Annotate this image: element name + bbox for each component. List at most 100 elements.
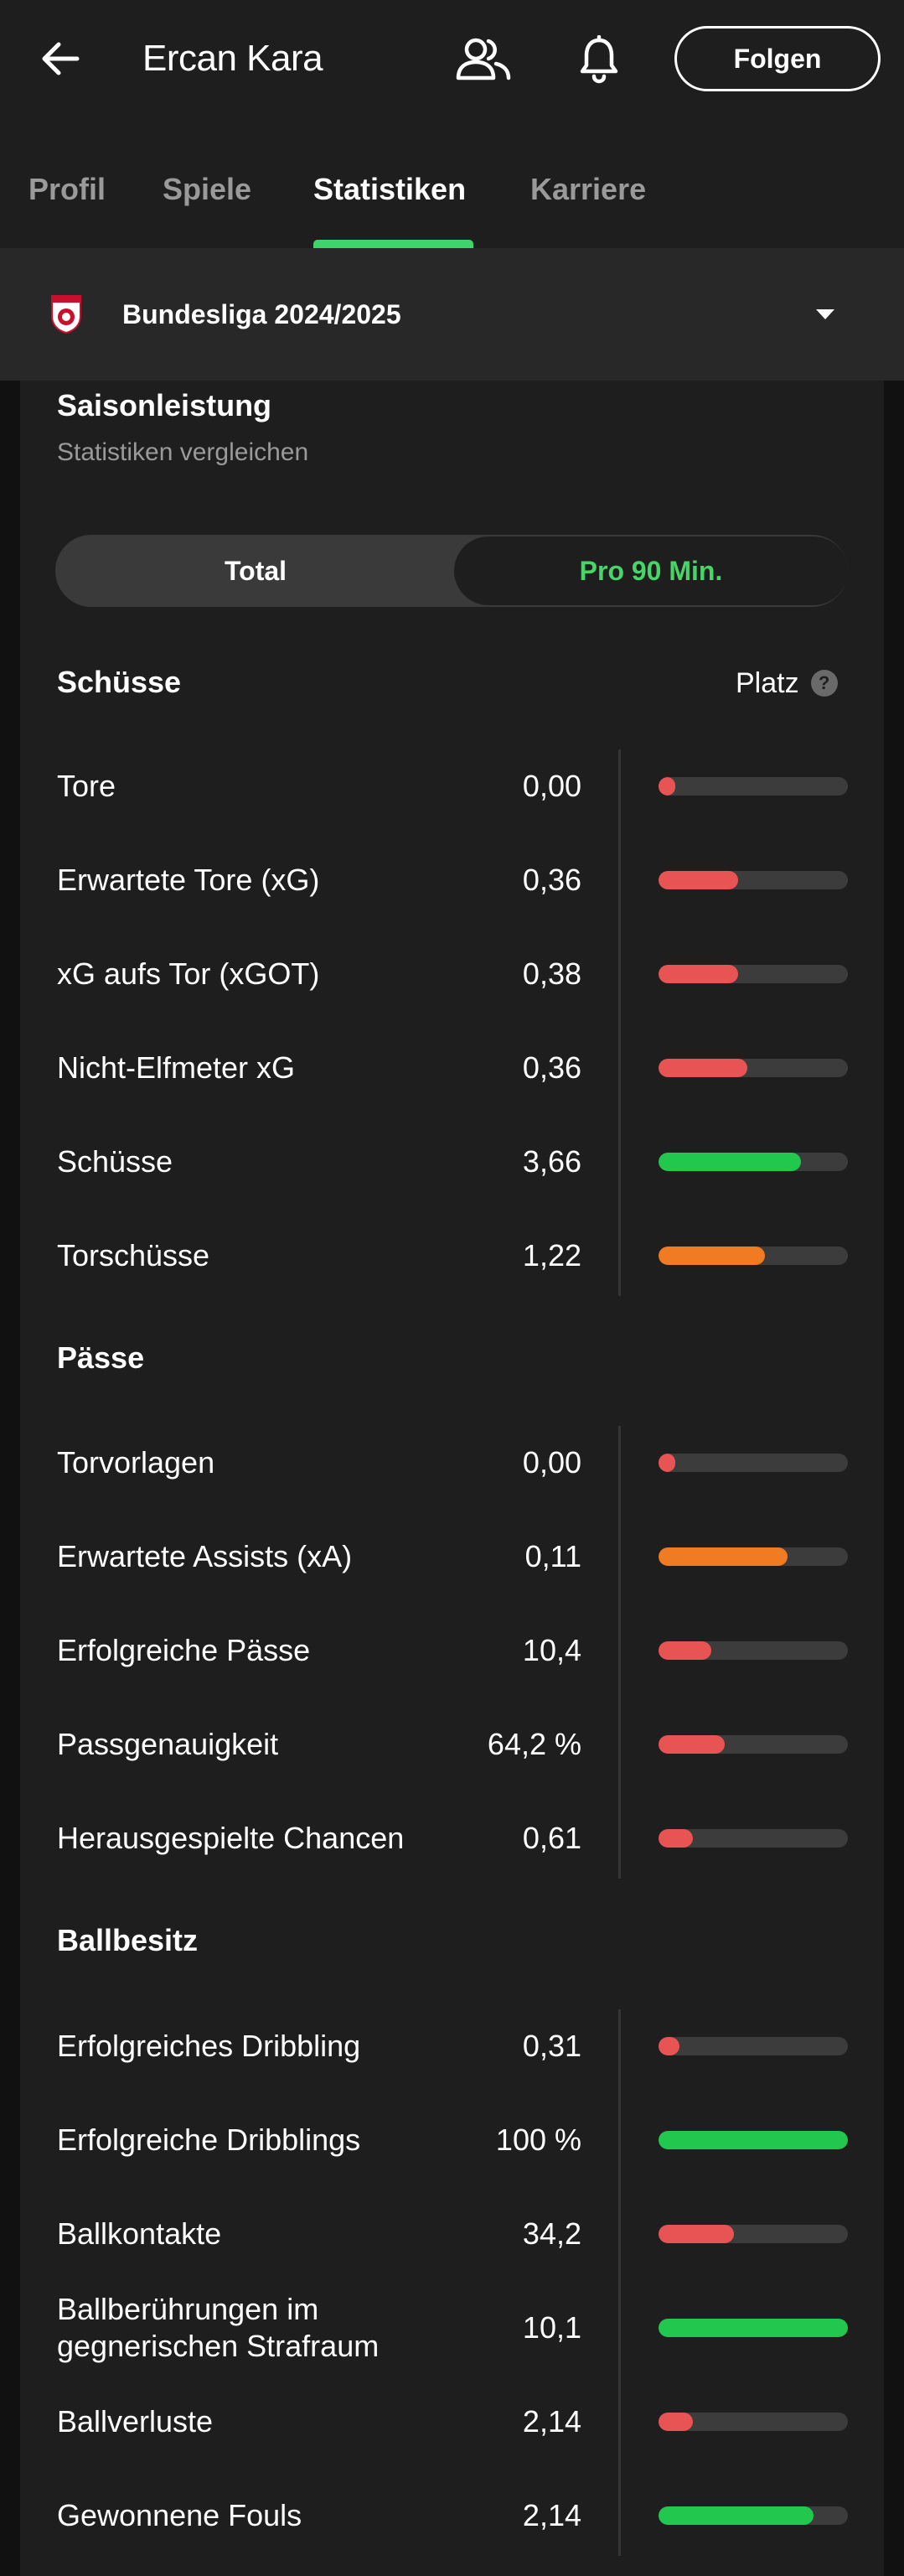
rank-bar-fill (659, 1829, 693, 1848)
toggle-total[interactable]: Total (224, 555, 287, 586)
follow-button[interactable]: Folgen (674, 26, 881, 91)
rank-bar-fill (659, 2319, 848, 2337)
rank-bar (659, 2413, 848, 2431)
stat-value: 2,14 (522, 2404, 581, 2439)
people-icon (456, 38, 511, 80)
rank-bar (659, 2225, 848, 2243)
rank-bar-fill (659, 1735, 726, 1754)
stat-label: Schüsse (57, 1144, 173, 1179)
rank-bar (659, 1735, 848, 1754)
competition-logo-icon (51, 295, 81, 334)
rank-header: Platz ? (736, 664, 838, 702)
stat-value: 0,36 (522, 1050, 581, 1085)
app-bar: Ercan Kara Folgen (0, 0, 904, 126)
stat-value: 10,4 (522, 1633, 581, 1667)
stat-value: 0,11 (524, 1539, 581, 1573)
rank-bar-fill (659, 2413, 693, 2431)
total-per90-toggle: Total Pro 90 Min. (55, 535, 848, 607)
stat-value: 0,00 (522, 769, 581, 803)
rank-bar (659, 777, 848, 796)
stat-label: xG aufs Tor (xGOT) (57, 956, 320, 991)
stat-label: Ballverluste (57, 2404, 214, 2439)
stat-value: 0,61 (522, 1821, 581, 1855)
stat-value: 3,66 (522, 1144, 581, 1179)
stat-row[interactable]: Erfolgreiches Dribbling 0,31 (20, 1999, 884, 2093)
stat-label: Ballberührungen im gegnerischen Strafrau… (57, 2292, 380, 2363)
stat-row[interactable]: Gewonnene Fouls 2,14 (20, 2469, 884, 2563)
help-icon[interactable]: ? (810, 670, 838, 697)
stat-value: 100 % (495, 2122, 581, 2157)
stat-row[interactable]: Schüsse 3,66 (20, 1115, 884, 1209)
competition-selector[interactable]: Bundesliga 2024/2025 (0, 248, 904, 381)
stat-row[interactable]: Ballverluste 2,14 (20, 2375, 884, 2469)
rank-bar-fill (659, 2506, 814, 2525)
rank-bar (659, 2037, 848, 2055)
tab-karriere[interactable]: Karriere (530, 172, 647, 206)
section-title: Schüsse (57, 665, 182, 699)
stat-value: 0,00 (522, 1445, 581, 1480)
back-button[interactable] (34, 32, 87, 86)
rank-bar (659, 1153, 848, 1171)
stat-label: Tore (57, 769, 116, 803)
stat-value: 34,2 (522, 2216, 581, 2251)
section-title: Ballbesitz (57, 1923, 199, 1957)
season-performance-card: Saisonleistung Statistiken vergleichen T… (20, 381, 884, 2576)
rank-bar-fill (659, 965, 738, 983)
stat-label: Nicht-Elfmeter xG (57, 1050, 296, 1085)
stat-row[interactable]: Ballberührungen im gegnerischen Strafrau… (20, 2281, 884, 2375)
rank-bar (659, 2131, 848, 2149)
stat-label: Torvorlagen (57, 1445, 215, 1480)
rank-bar-fill (659, 2225, 735, 2243)
rank-bar (659, 1247, 848, 1265)
teammates-button[interactable] (454, 30, 513, 89)
card-subtitle[interactable]: Statistiken vergleichen (57, 438, 309, 466)
rank-bar (659, 1454, 848, 1472)
stat-row[interactable]: xG aufs Tor (xGOT) 0,38 (20, 927, 884, 1021)
stat-row[interactable]: Nicht-Elfmeter xG 0,36 (20, 1021, 884, 1115)
toggle-per-90[interactable]: Pro 90 Min. (454, 536, 848, 605)
competition-name: Bundesliga 2024/2025 (122, 299, 401, 329)
tab-profil[interactable]: Profil (28, 172, 106, 206)
rank-bar (659, 1547, 848, 1566)
stat-row[interactable]: Herausgespielte Chancen 0,61 (20, 1791, 884, 1885)
stat-label: Erfolgreiche Pässe (57, 1633, 311, 1667)
tab-spiele[interactable]: Spiele (163, 172, 252, 206)
card-title: Saisonleistung (57, 388, 272, 422)
bell-icon (580, 35, 618, 84)
rank-bar-fill (659, 1454, 676, 1472)
stat-label: Gewonnene Fouls (57, 2498, 302, 2532)
rank-bar-fill (659, 1641, 712, 1660)
stat-row[interactable]: Torschüsse 1,22 (20, 1209, 884, 1303)
stat-row[interactable]: Erfolgreiche Pässe 10,4 (20, 1604, 884, 1697)
stat-label: Herausgespielte Chancen (57, 1821, 405, 1855)
rank-bar-fill (659, 1547, 788, 1566)
stat-row[interactable]: Ballkontakte 34,2 (20, 2187, 884, 2281)
stat-row[interactable]: Erfolgreiche Dribblings 100 % (20, 2093, 884, 2187)
rank-bar-fill (659, 1059, 748, 1077)
stat-row[interactable]: Passgenauigkeit 64,2 % (20, 1697, 884, 1791)
stat-label: Erfolgreiche Dribblings (57, 2122, 361, 2157)
tab-statistiken[interactable]: Statistiken (313, 172, 467, 206)
rank-bar-fill (659, 2131, 848, 2149)
stat-value: 0,38 (522, 956, 581, 991)
stat-value: 1,22 (522, 1238, 581, 1272)
stat-row[interactable]: Tore 0,00 (20, 739, 884, 833)
stat-label: Erwartete Tore (xG) (57, 863, 320, 897)
column-divider (618, 2009, 621, 2556)
stat-row[interactable]: Erwartete Assists (xA) 0,11 (20, 1510, 884, 1604)
rank-header-label: Platz (736, 667, 799, 699)
page-title: Ercan Kara (142, 38, 323, 79)
back-arrow-icon (42, 42, 80, 75)
rank-bar (659, 2319, 848, 2337)
active-tab-indicator (313, 240, 473, 248)
rank-bar (659, 1641, 848, 1660)
stat-row[interactable]: Torvorlagen 0,00 (20, 1416, 884, 1510)
column-divider (618, 749, 621, 1296)
rank-bar (659, 1829, 848, 1848)
stat-label: Erwartete Assists (xA) (57, 1539, 353, 1573)
section-title: Pässe (57, 1340, 145, 1375)
notifications-button[interactable] (570, 30, 628, 89)
stat-row[interactable]: Erwartete Tore (xG) 0,36 (20, 833, 884, 927)
dropdown-caret-icon[interactable] (813, 302, 838, 327)
rank-bar (659, 965, 848, 983)
